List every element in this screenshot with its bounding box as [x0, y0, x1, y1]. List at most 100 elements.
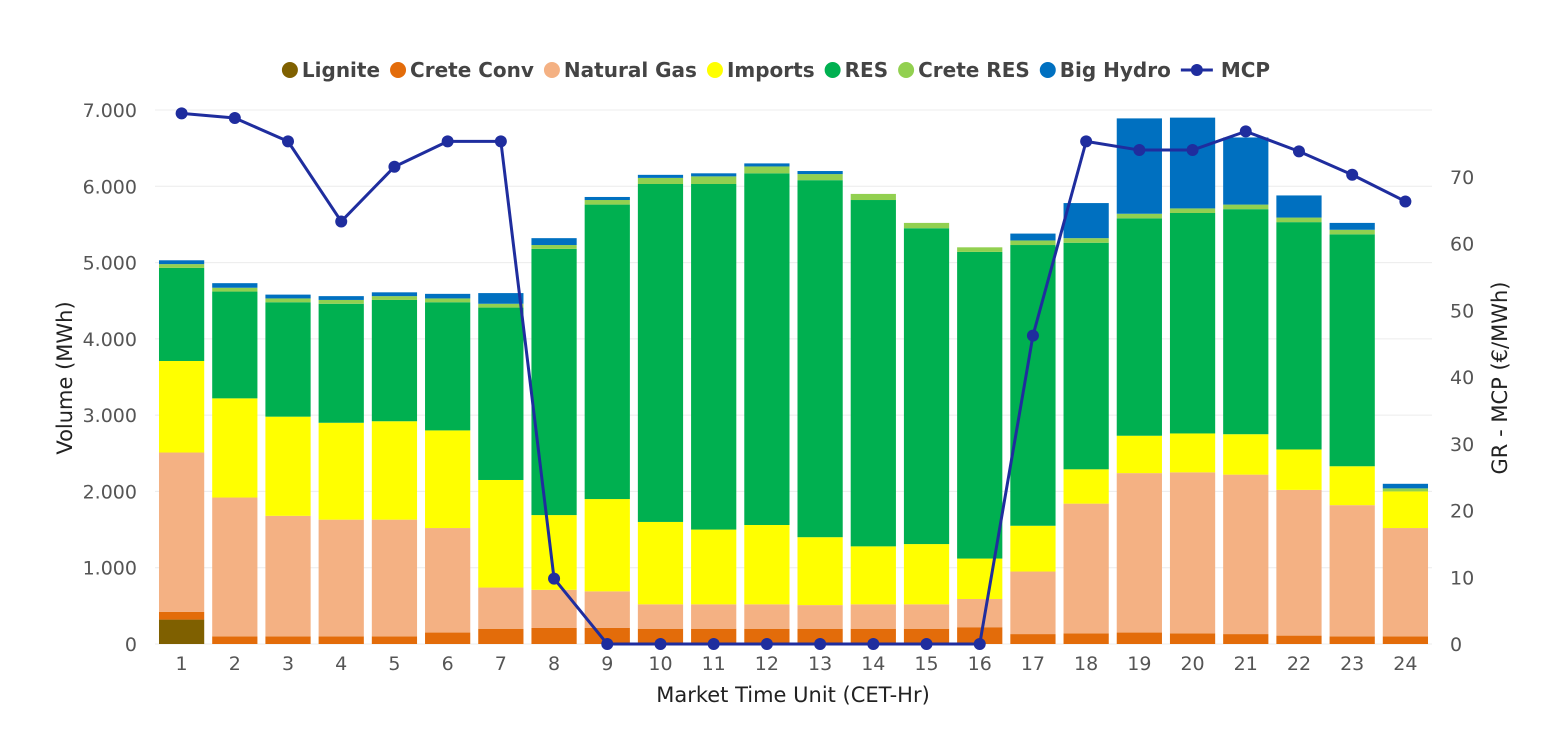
bar-segment: [478, 293, 524, 304]
x-tick-label: 12: [755, 653, 779, 675]
bar-segment: [158, 452, 205, 612]
mcp-point: [548, 572, 561, 585]
bar-segment: [1223, 634, 1269, 644]
mcp-point: [335, 215, 348, 228]
mcp-point: [1186, 144, 1199, 157]
bar-segment: [744, 604, 790, 629]
bar-segment: [903, 228, 950, 545]
x-tick-label: 14: [861, 653, 885, 675]
bar-segment: [797, 537, 843, 606]
mcp-point: [601, 638, 614, 650]
bar-segment: [850, 604, 896, 629]
y-tick-label: 0: [125, 634, 137, 656]
legend-label: MCP: [1221, 58, 1270, 82]
bar-segment: [797, 605, 843, 629]
legend-item: Imports: [706, 58, 815, 82]
bar-segment: [1276, 635, 1322, 644]
bar-segment: [903, 604, 950, 629]
y2-axis-title: GR - MCP (€/MWh): [1488, 282, 1512, 475]
x-tick-label: 9: [601, 653, 613, 675]
bar-segment: [744, 524, 790, 605]
bar-segment: [265, 294, 311, 299]
bar-segment: [478, 307, 524, 480]
mcp-point: [1292, 145, 1305, 158]
bar-segment: [1223, 434, 1269, 475]
bar-segment: [371, 519, 418, 637]
y-tick-label: 2.000: [83, 481, 137, 503]
legend-label: Crete RES: [918, 58, 1030, 82]
bar-segment: [425, 632, 471, 644]
mcp-point: [920, 638, 933, 650]
bar-segment: [531, 238, 577, 246]
bar-segment: [1329, 229, 1375, 235]
bar-segment: [1223, 137, 1269, 205]
mcp-point: [494, 135, 507, 148]
legend-marker: [281, 62, 298, 78]
bar-segment: [797, 171, 843, 175]
bar-segment: [850, 200, 896, 547]
bar-segment: [265, 515, 311, 637]
bar-segment: [1329, 636, 1375, 644]
bar-segment: [584, 499, 630, 592]
bar-segment: [1276, 195, 1322, 218]
bar-segment: [158, 267, 205, 361]
x-tick-label: 21: [1234, 653, 1258, 675]
bar-segment: [158, 619, 205, 644]
bar-segment: [957, 558, 1003, 599]
bar-segment: [744, 163, 790, 167]
x-tick-label: 7: [495, 653, 507, 675]
bar-segment: [1116, 218, 1162, 436]
mcp-point: [654, 638, 667, 650]
mcp-point: [1026, 329, 1039, 342]
bar-segment: [158, 611, 205, 620]
bar-segment: [1223, 204, 1269, 210]
bars-layer: [158, 117, 1429, 644]
y-tick-label: 1.000: [83, 558, 137, 580]
mcp-point: [1239, 125, 1252, 138]
bar-segment: [531, 245, 577, 249]
bar-segment: [584, 196, 630, 201]
bar-segment: [797, 180, 843, 538]
bar-segment: [1382, 491, 1429, 529]
bar-segment: [425, 302, 471, 431]
bar-segment: [265, 416, 311, 516]
bar-segment: [1010, 245, 1056, 526]
bar-segment: [691, 176, 737, 184]
bar-segment: [1382, 483, 1429, 489]
legend-item: Crete RES: [898, 58, 1030, 82]
mcp-point: [388, 160, 401, 173]
x-tick-label: 6: [442, 653, 454, 675]
bar-segment: [744, 173, 790, 525]
bar-segment: [371, 421, 418, 520]
legend-item: RES: [824, 58, 888, 82]
x-tick-label: 8: [548, 653, 560, 675]
bar-segment: [744, 628, 790, 644]
legend-marker: [898, 62, 915, 78]
y-tick-label: 7.000: [83, 100, 137, 122]
bar-segment: [478, 303, 524, 308]
bar-segment: [1169, 208, 1216, 213]
bar-segment: [1169, 212, 1216, 434]
mcp-point: [1399, 195, 1412, 208]
bar-segment: [318, 422, 364, 520]
bar-segment: [850, 193, 896, 201]
bar-segment: [158, 264, 205, 268]
legend-item: MCP: [1180, 58, 1270, 82]
legend-marker: [1039, 62, 1056, 78]
bar-segment: [1010, 634, 1056, 644]
bar-segment: [212, 291, 258, 399]
x-axis-title: Market Time Unit (CET-Hr): [656, 683, 930, 707]
bar-segment: [1382, 528, 1429, 637]
bar-segment: [531, 248, 577, 516]
y-axis-title: Volume (MWh): [53, 301, 77, 454]
y2-tick-label: 50: [1450, 300, 1474, 322]
mcp-line: [181, 111, 1407, 646]
bar-segment: [1276, 489, 1322, 636]
bar-segment: [371, 299, 418, 422]
x-tick-label: 11: [702, 653, 726, 675]
mcp-point: [973, 638, 986, 650]
x-tick-label: 23: [1340, 653, 1364, 675]
bar-segment: [1169, 117, 1216, 209]
bar-segment: [1169, 472, 1216, 634]
bar-segment: [797, 628, 843, 644]
